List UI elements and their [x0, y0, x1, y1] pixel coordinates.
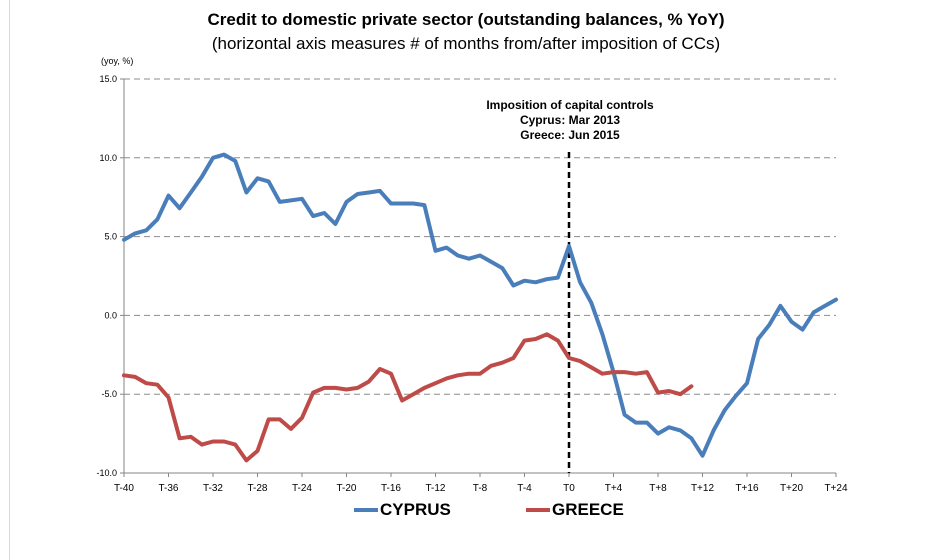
- y-axis-label: (yoy, %): [101, 56, 134, 66]
- x-tick-label: T-16: [381, 483, 401, 494]
- x-tick-label: T+24: [824, 483, 848, 494]
- x-tick-label: T-40: [114, 483, 134, 494]
- x-tick-label: T+16: [735, 483, 759, 494]
- x-tick-label: T0: [563, 483, 575, 494]
- x-tick-label: T-4: [517, 483, 532, 494]
- annotation-line-3: Greece: Jun 2015: [520, 128, 620, 142]
- left-border: [9, 0, 10, 560]
- y-tick-label: 15.0: [99, 74, 117, 84]
- x-tick-label: T-28: [247, 483, 267, 494]
- legend-label-greece: GREECE: [552, 500, 624, 519]
- series-line-greece: [122, 332, 694, 463]
- y-tick-label: 10.0: [99, 153, 117, 163]
- annotation-line-1: Imposition of capital controls: [486, 98, 654, 112]
- x-tick-label: T-32: [203, 483, 223, 494]
- x-tick-label: T-24: [292, 483, 312, 494]
- x-tick-label: T+20: [780, 483, 804, 494]
- capital-controls-annotation: Imposition of capital controls Cyprus: M…: [470, 98, 670, 143]
- x-tick-label: T+12: [691, 483, 715, 494]
- x-tick-label: T-12: [425, 483, 445, 494]
- x-tick-label: T-20: [336, 483, 356, 494]
- chart-subtitle: (horizontal axis measures # of months fr…: [211, 34, 721, 53]
- x-tick-label: T-8: [473, 483, 488, 494]
- x-tick-label: T+4: [605, 483, 623, 494]
- chart-title: Credit to domestic private sector (outst…: [207, 10, 725, 29]
- series-line-cyprus: [122, 152, 838, 458]
- legend-swatch-greece: [526, 507, 550, 512]
- legend-swatch-cyprus: [354, 507, 378, 512]
- annotation-line-2: Cyprus: Mar 2013: [519, 113, 621, 127]
- y-tick-label: -10.0: [96, 468, 117, 478]
- legend-item-greece: GREECE: [526, 500, 624, 520]
- y-tick-label: 5.0: [104, 232, 117, 242]
- legend-label-cyprus: CYPRUS: [380, 500, 451, 519]
- y-tick-label: -5.0: [101, 389, 117, 399]
- x-tick-label: T-36: [158, 483, 178, 494]
- legend-item-cyprus: CYPRUS: [354, 500, 451, 520]
- y-tick-label: 0.0: [104, 310, 117, 320]
- x-tick-label: T+8: [649, 483, 667, 494]
